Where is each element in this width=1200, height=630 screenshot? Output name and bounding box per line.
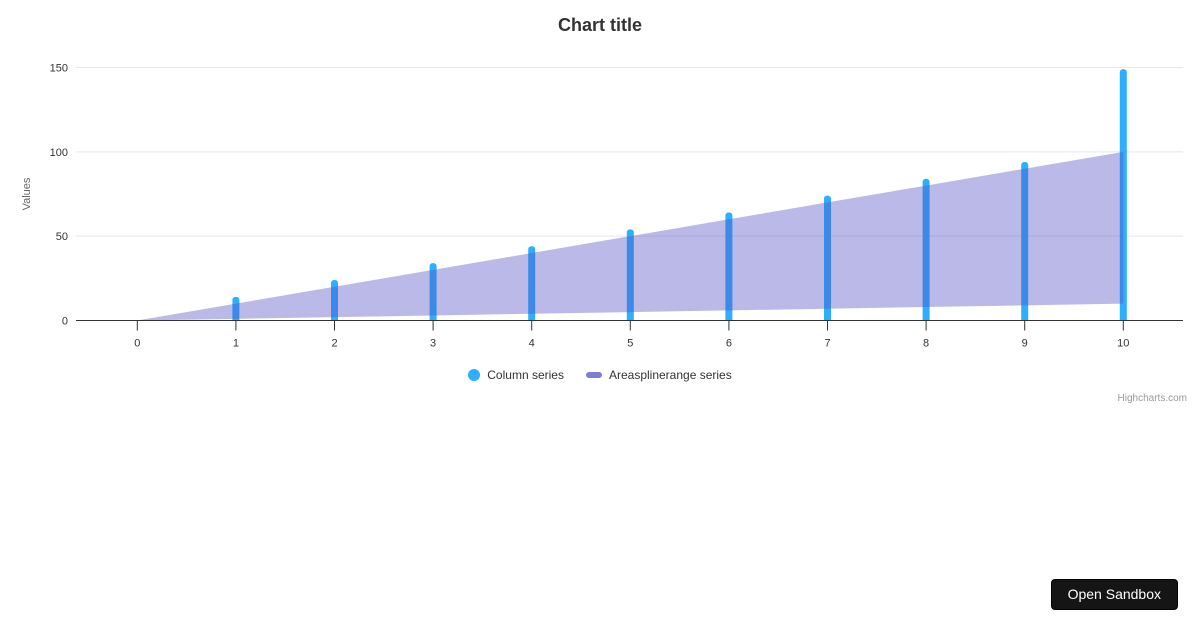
column-bar-x10 [1119,69,1127,321]
column-bar-x2 [331,280,338,321]
y-axis-label-50: 50 [56,231,68,243]
x-axis-label-9: 9 [1022,338,1028,350]
legend-item-column-series[interactable]: Column series [468,368,564,382]
column-bar-x4 [528,246,536,321]
legend: Column series Areasplinerange series [0,368,1200,382]
legend-item-label: Column series [487,368,564,382]
x-axis-label-3: 3 [430,338,436,350]
column-bar-x1 [232,296,240,321]
x-axis-label-8: 8 [923,338,929,350]
open-sandbox-button[interactable]: Open Sandbox [1050,579,1178,610]
column-bar-x6 [725,212,733,321]
highcharts-credits-link[interactable]: Highcharts.com [1117,393,1187,404]
y-axis-label-150: 150 [50,63,68,75]
x-axis-label-7: 7 [824,338,830,350]
column-bar-x3 [429,263,437,321]
x-axis-label-0: 0 [134,338,140,350]
x-axis-label-5: 5 [627,338,633,350]
x-axis-label-4: 4 [529,338,535,350]
column-bar-x5 [626,229,634,321]
column-bar-x7 [824,195,831,321]
y-axis-label-100: 100 [50,147,68,159]
y-axis-label-0: 0 [62,316,68,328]
column-bar-x9 [1021,161,1029,321]
areasplinerange-band [137,151,1124,321]
x-axis-label-6: 6 [726,338,732,350]
areasplinerange-series-marker-icon [585,372,602,378]
legend-item-label: Areasplinerange series [608,368,732,382]
x-axis-label-10: 10 [1117,338,1129,350]
column-bar-x8 [922,178,930,321]
column-series-marker-icon [468,369,481,381]
x-axis-label-2: 2 [331,338,337,350]
x-axis-label-1: 1 [233,338,239,350]
chart-title: Chart title [557,15,642,35]
legend-item-areasplinerange-series[interactable]: Areasplinerange series [585,368,732,382]
